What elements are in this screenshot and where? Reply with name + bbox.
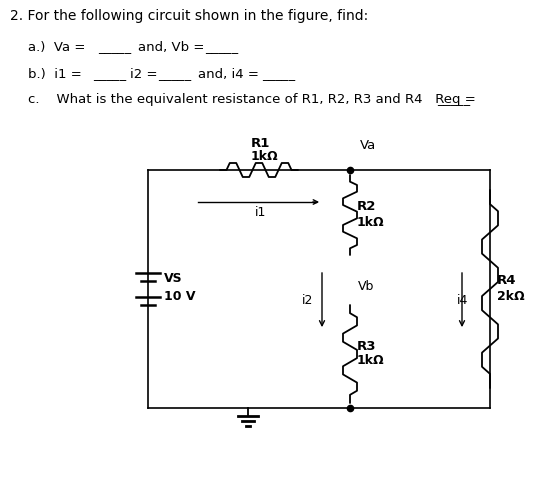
Text: _____: _____: [93, 68, 126, 81]
Text: and, Vb =: and, Vb =: [138, 41, 204, 54]
Text: _____: _____: [98, 41, 131, 54]
Text: and, i4 =: and, i4 =: [198, 68, 259, 81]
Text: VS: VS: [164, 272, 183, 286]
Text: i1: i1: [255, 206, 266, 219]
Text: i2: i2: [302, 294, 313, 307]
Text: Va: Va: [360, 139, 376, 152]
Text: R3: R3: [357, 340, 377, 352]
Text: 1kΩ: 1kΩ: [251, 150, 279, 163]
Text: i4: i4: [457, 294, 469, 307]
Text: 10 V: 10 V: [164, 290, 195, 302]
Text: _____: _____: [158, 68, 191, 81]
Text: 1kΩ: 1kΩ: [357, 354, 385, 368]
Text: R4: R4: [497, 274, 517, 288]
Text: R2: R2: [357, 200, 377, 214]
Text: 2kΩ: 2kΩ: [497, 290, 525, 302]
Text: Vb: Vb: [358, 280, 374, 294]
Text: 1kΩ: 1kΩ: [357, 216, 385, 228]
Text: _____: _____: [262, 68, 295, 81]
Text: b.)  i1 =: b.) i1 =: [28, 68, 82, 81]
Text: 2. For the following circuit shown in the figure, find:: 2. For the following circuit shown in th…: [10, 9, 368, 23]
Text: a.)  Va =: a.) Va =: [28, 41, 85, 54]
Text: i2 =: i2 =: [130, 68, 157, 81]
Text: R1: R1: [251, 137, 270, 150]
Text: _____: _____: [437, 93, 470, 106]
Text: _____: _____: [205, 41, 238, 54]
Text: c.    What is the equivalent resistance of R1, R2, R3 and R4   Req =: c. What is the equivalent resistance of …: [28, 93, 476, 106]
